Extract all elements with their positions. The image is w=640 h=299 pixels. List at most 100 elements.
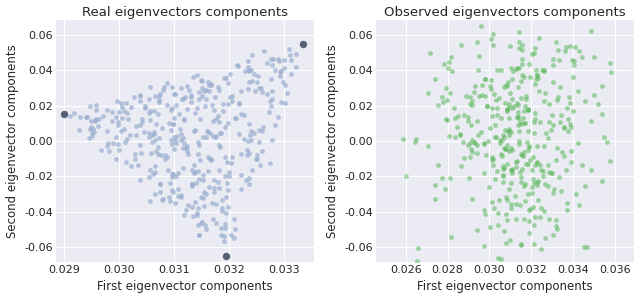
Point	[547, 112, 557, 117]
Point	[524, 145, 534, 150]
Point	[596, 84, 607, 89]
Point	[504, 187, 515, 191]
Point	[256, 86, 266, 90]
Point	[486, 270, 496, 275]
Point	[255, 163, 265, 168]
Point	[168, 172, 178, 176]
Point	[480, 94, 490, 98]
Point	[207, 201, 217, 206]
Point	[179, 136, 189, 141]
Point	[131, 124, 141, 129]
Point	[167, 188, 177, 193]
Point	[145, 85, 155, 90]
Point	[250, 89, 260, 93]
Point	[506, 129, 516, 134]
Point	[114, 109, 124, 114]
Point	[186, 94, 196, 99]
Point	[122, 111, 132, 115]
Point	[488, 42, 498, 47]
Point	[502, 143, 512, 147]
Point	[199, 204, 209, 209]
Point	[467, 138, 477, 143]
Point	[236, 88, 246, 93]
Point	[509, 104, 520, 109]
Point	[211, 117, 221, 122]
Point	[530, 215, 540, 219]
Point	[173, 186, 183, 191]
Point	[164, 181, 175, 186]
Point	[189, 163, 199, 168]
Point	[96, 148, 106, 153]
Point	[193, 233, 204, 237]
Point	[144, 96, 154, 101]
Point	[178, 165, 188, 170]
Point	[437, 100, 447, 105]
Point	[538, 174, 548, 179]
Point	[267, 89, 277, 94]
Point	[206, 82, 216, 87]
Point	[218, 198, 228, 203]
Point	[188, 167, 198, 172]
Point	[145, 118, 155, 123]
Point	[529, 120, 540, 125]
Point	[220, 222, 230, 227]
Point	[545, 170, 556, 175]
Point	[485, 224, 495, 229]
Point	[280, 100, 291, 105]
Point	[509, 193, 520, 198]
Point	[278, 65, 289, 70]
Point	[245, 133, 255, 138]
Point	[203, 130, 213, 135]
Point	[257, 129, 268, 134]
Point	[182, 149, 192, 153]
Point	[221, 194, 231, 199]
Point	[164, 194, 174, 199]
Point	[190, 199, 200, 204]
Point	[499, 165, 509, 170]
Point	[186, 92, 196, 97]
Point	[187, 184, 197, 189]
Point	[513, 109, 523, 114]
Point	[202, 129, 212, 133]
Point	[214, 120, 224, 124]
Point	[536, 246, 546, 251]
Point	[282, 91, 292, 95]
Point	[159, 84, 170, 89]
Point	[155, 91, 165, 96]
Point	[192, 213, 202, 217]
Point	[579, 244, 589, 249]
Point	[210, 94, 220, 99]
Point	[241, 178, 252, 182]
Point	[490, 134, 500, 139]
Point	[179, 141, 189, 146]
Point	[227, 155, 237, 159]
Point	[111, 114, 122, 119]
Point	[566, 124, 577, 129]
Point	[230, 226, 240, 231]
Point	[232, 62, 242, 67]
Point	[516, 78, 526, 83]
Point	[499, 128, 509, 132]
Point	[440, 86, 451, 91]
Point	[145, 151, 156, 156]
Point	[227, 93, 237, 98]
Point	[504, 126, 514, 131]
Point	[507, 77, 517, 81]
Point	[91, 102, 101, 107]
Point	[486, 155, 497, 159]
Point	[474, 94, 484, 99]
Point	[90, 129, 100, 134]
Point	[198, 135, 209, 139]
Point	[507, 171, 517, 176]
Point	[268, 57, 278, 62]
Point	[200, 191, 211, 196]
Point	[563, 208, 573, 213]
Point	[99, 114, 109, 118]
Point	[436, 95, 447, 100]
Point	[234, 102, 244, 107]
Point	[162, 154, 172, 159]
Point	[274, 59, 284, 64]
Point	[461, 94, 471, 99]
Point	[189, 171, 199, 176]
Point	[573, 89, 583, 94]
